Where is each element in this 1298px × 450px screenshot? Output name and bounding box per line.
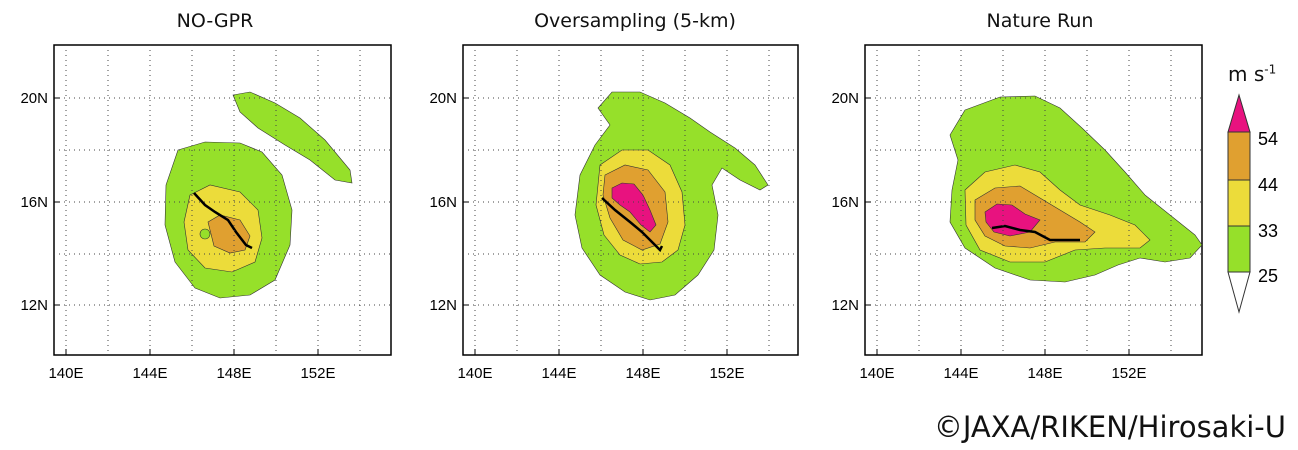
map-panel-oversampling: 20N 16N 12N 140E 144E 148E 152E	[429, 44, 799, 382]
colorbar-level-33: 33	[1258, 221, 1278, 241]
y-tick-20n: 20N	[20, 90, 48, 107]
y-tick-12n: 12N	[20, 297, 48, 314]
y-tick-16n: 16N	[20, 194, 48, 211]
y-tick-16n: 16N	[429, 194, 457, 211]
x-tick-148e: 148E	[216, 365, 251, 382]
x-tick-152e: 152E	[300, 365, 335, 382]
panel-title-no-gpr: NO-GPR	[176, 10, 254, 32]
x-tick-152e: 152E	[1111, 365, 1146, 382]
panel-title-nature-run: Nature Run	[986, 10, 1094, 32]
y-tick-12n: 12N	[429, 297, 457, 314]
map-panel-no-gpr: 20N 16N 12N 140E 144E 148E 152E	[20, 44, 392, 382]
y-tick-12n: 12N	[831, 297, 859, 314]
x-tick-140e: 140E	[48, 365, 83, 382]
x-tick-148e: 148E	[1027, 365, 1062, 382]
x-tick-152e: 152E	[709, 365, 744, 382]
colorbar-level-54: 54	[1258, 129, 1278, 149]
credit-text: ©JAXA/RIKEN/Hirosaki-U	[933, 410, 1286, 444]
colorbar-unit: m s-1	[1228, 62, 1276, 86]
colorbar-level-44: 44	[1258, 175, 1278, 195]
panel-title-oversampling: Oversampling (5-km)	[534, 10, 736, 32]
colorbar-unit-base: m s	[1228, 62, 1265, 86]
y-tick-20n: 20N	[831, 90, 859, 107]
y-tick-16n: 16N	[831, 194, 859, 211]
x-tick-144e: 144E	[943, 365, 978, 382]
map-panel-nature-run: 20N 16N 12N 140E 144E 148E 152E	[831, 44, 1203, 382]
x-tick-148e: 148E	[625, 365, 660, 382]
x-tick-144e: 144E	[541, 365, 576, 382]
x-tick-140e: 140E	[457, 365, 492, 382]
colorbar: 54 44 33 25	[1227, 93, 1278, 314]
colorbar-unit-exponent: -1	[1264, 62, 1277, 77]
x-tick-144e: 144E	[132, 365, 167, 382]
y-tick-20n: 20N	[429, 90, 457, 107]
colorbar-level-25: 25	[1258, 266, 1278, 286]
x-tick-140e: 140E	[859, 365, 894, 382]
